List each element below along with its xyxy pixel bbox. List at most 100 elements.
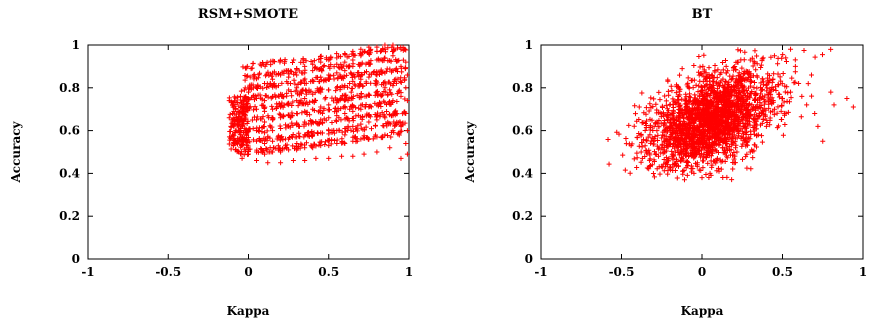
data-point [259,146,265,152]
y-tick-label: 1 [525,38,533,52]
data-point [321,77,327,83]
data-point [815,123,821,129]
data-point [765,71,771,77]
data-point [244,63,250,69]
data-point [704,149,710,155]
data-point [679,66,685,72]
data-point [403,140,409,146]
data-point [727,112,733,118]
data-point [266,84,272,90]
data-point [684,143,690,149]
data-point [744,151,750,157]
data-point [382,113,388,119]
data-point [713,148,719,154]
data-point [343,97,349,103]
data-point [312,90,318,96]
data-point [298,59,304,65]
data-point [246,86,252,92]
data-point [646,157,652,163]
data-point [392,123,398,129]
data-point [230,133,236,139]
data-point [759,86,765,92]
data-point [759,133,765,139]
x-tick-label: -0.5 [155,265,181,279]
data-point [404,72,410,78]
data-point [367,71,373,77]
data-point [334,118,340,124]
data-point [310,61,316,67]
data-point [396,87,402,93]
data-point [683,165,689,171]
data-point [653,120,659,126]
data-point [670,96,676,102]
data-point [321,116,327,122]
data-point [335,75,341,81]
data-point [242,96,248,102]
x-tick-label: 1 [405,265,413,279]
data-point [661,156,667,162]
data-point [744,165,750,171]
data-point [331,64,337,70]
data-point [771,53,777,59]
data-point [368,58,374,64]
data-point [394,91,400,97]
data-point [362,93,368,99]
data-point [703,113,709,119]
data-point [403,66,409,72]
data-point [736,128,742,134]
data-point [393,108,399,114]
data-point [348,71,354,77]
data-point [752,142,758,148]
data-point [234,141,240,147]
data-point [701,69,707,75]
data-point [291,57,297,63]
data-point [641,110,647,116]
data-point [233,146,239,152]
data-point [318,104,324,110]
data-point [393,58,399,64]
data-point [620,152,626,158]
data-point [731,85,737,91]
data-point [720,158,726,164]
data-point [696,109,702,115]
data-point [700,158,706,164]
data-point [258,63,264,69]
data-point [634,135,640,141]
data-point [350,93,356,99]
data-point [768,54,774,60]
data-point [669,148,675,154]
data-point [669,111,675,117]
data-point [665,162,671,168]
data-point [279,80,285,86]
data-point [720,93,726,99]
data-point [639,140,645,146]
data-point [264,138,270,144]
data-point [715,67,721,73]
data-point [404,151,410,157]
data-point [667,120,673,126]
data-point [274,136,280,142]
data-point [742,137,748,143]
data-point [788,95,794,101]
data-point [296,68,302,74]
data-point [723,88,729,94]
y-tick-label: 1 [72,38,80,52]
data-point [700,145,706,151]
data-point [696,151,702,157]
data-point [372,134,378,140]
data-point [313,98,319,104]
data-point [279,93,285,99]
data-point [784,98,790,104]
data-point [771,71,777,77]
data-point [344,54,350,60]
data-point [342,105,348,111]
data-point [765,75,771,81]
data-point [698,147,704,153]
data-point [671,116,677,122]
data-point [677,72,683,78]
data-point [319,86,325,92]
data-point [720,150,726,156]
data-point [247,74,253,80]
data-point [638,131,644,137]
data-point [631,156,637,162]
